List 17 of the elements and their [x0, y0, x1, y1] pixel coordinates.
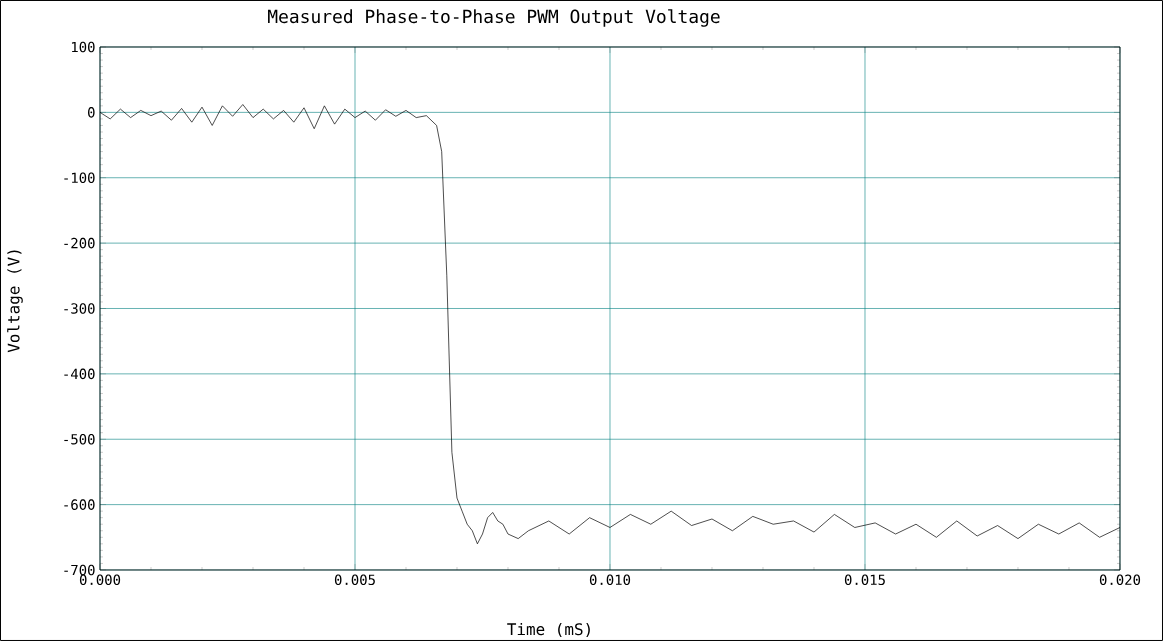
x-tick-label: 0.005: [334, 574, 375, 585]
y-tick-label: -500: [64, 433, 95, 445]
x-tick-label: 0.015: [844, 574, 885, 585]
x-tick-label: 0.020: [1099, 574, 1141, 585]
y-tick-label: 0: [88, 106, 95, 118]
x-tick-label: 0.000: [79, 574, 121, 585]
y-tick-label: -100: [64, 172, 95, 183]
y-tick-label: -200: [64, 237, 95, 249]
x-tick-label: 0.010: [589, 574, 631, 585]
y-tick-label: 100: [71, 41, 95, 53]
y-tick-label: -300: [64, 303, 95, 314]
chart-title: Measured Phase-to-Phase PWM Output Voltage: [268, 9, 720, 27]
x-axis-title: Time (mS): [507, 622, 590, 637]
y-tick-label: -400: [64, 368, 95, 379]
y-tick-label: -700: [64, 564, 95, 576]
y-axis-title: Voltage (V): [7, 250, 23, 353]
y-tick-label: -600: [64, 499, 95, 510]
